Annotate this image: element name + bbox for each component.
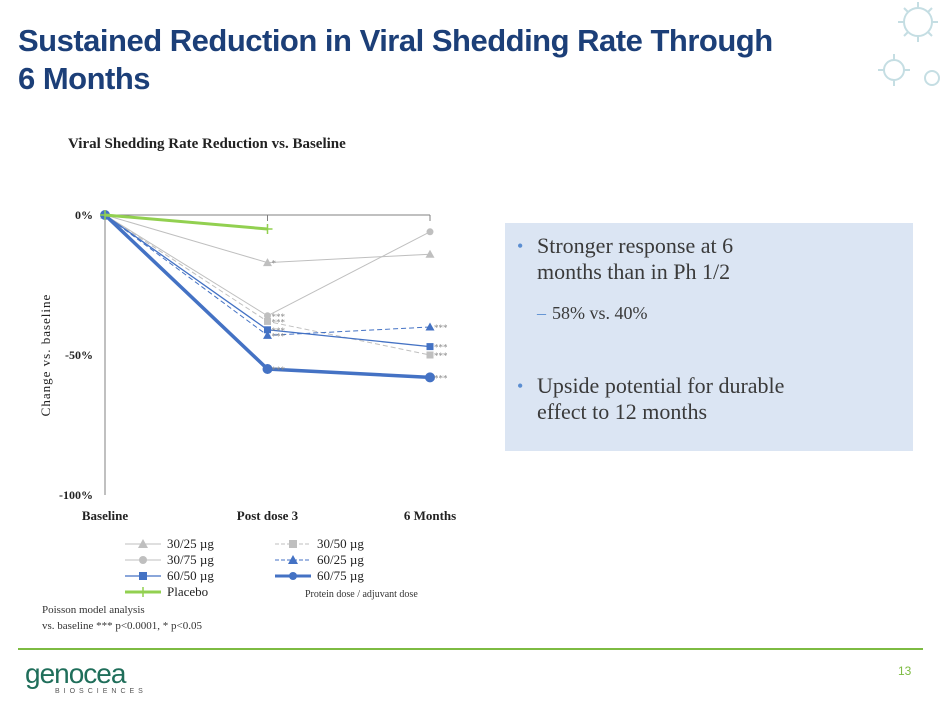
company-logo: genocea BIOSCIENCES [25,658,147,696]
legend-swatch-icon [125,556,161,564]
significance-label: * [272,259,277,269]
legend-label: 30/25 µg [167,536,214,551]
legend-swatch-icon [125,587,161,597]
significance-label: *** [272,312,286,322]
slide-title-line-2: 6 Months [18,61,151,96]
significance-label: *** [434,351,448,361]
callout-bullet-1-line-1: Stronger response at 6 [537,233,734,258]
legend-note: Protein dose / adjuvant dose [305,589,418,600]
significance-label: *** [434,323,448,333]
data-point [263,330,272,339]
y-axis-label: Change vs. baseline [38,294,53,417]
data-point [425,322,435,331]
line-chart: Baseline Post dose 3 6 Months 0% -50% -100% Ch… [38,208,456,523]
data-point [264,326,271,334]
y-tick-label: -100% [59,488,93,502]
legend-item: Placebo [125,584,208,600]
bullet-dot-icon: • [517,376,524,396]
footnote: Poisson model analysis vs. baseline *** … [42,602,202,634]
x-tick-label: Baseline [82,508,128,523]
series-line-5 [103,213,431,380]
dash-icon: – [537,303,546,323]
legend-label: 60/50 µg [167,568,214,583]
legend-item: 60/50 µg [125,568,214,584]
legend-item: 60/25 µg [275,552,364,568]
page-number: 13 [898,664,912,678]
footnote-line-2: vs. baseline *** p<0.0001, * p<0.05 [42,620,202,632]
y-tick-label: -50% [65,348,93,362]
callout-bullet-1: • Stronger response at 6 months than in … [517,233,907,285]
callout-sub-bullet: –58% vs. 40% [537,303,648,324]
data-point [425,372,435,383]
significance-label: *** [434,373,448,383]
legend-label: Placebo [167,584,209,599]
callout-bullet-2-line-2: effect to 12 months [537,399,708,424]
callout-sub-bullet-text: 58% vs. 40% [552,303,648,323]
significance-label: *** [272,365,286,375]
significance-label: *** [272,317,286,327]
legend-label: 30/75 µg [167,552,214,567]
legend-item: 60/75 µg [275,568,364,584]
data-point [100,210,110,220]
footnote-line-1: Poisson model analysis [42,604,145,616]
virus-decoration-icon [878,2,940,86]
plot-area: Baseline Post dose 3 6 Months 0% -50% -100% Ch… [38,208,456,523]
x-tick-label: 6 Months [404,508,456,523]
callout-bullet-1-line-2: months than in Ph 1/2 [537,259,731,284]
data-point [426,351,434,359]
data-point [425,249,435,258]
significance-label: *** [272,331,286,341]
significance-label: *** [272,326,286,336]
legend-swatch-icon [275,555,311,564]
data-point [263,258,272,267]
significance-label: *** [434,343,448,353]
slide-title-line-1: Sustained Reduction in Viral Shedding Ra… [18,23,773,58]
y-tick-label: 0% [75,208,93,222]
series-line-6 [104,213,268,231]
data-point [426,343,434,351]
series-line-0 [104,214,431,264]
data-point [264,317,271,325]
data-point [262,364,273,374]
legend-label: 60/75 µg [317,568,364,583]
legend-swatch-icon [275,540,311,548]
callout-bullet-2: • Upside potential for durable effect to… [517,373,907,425]
legend-item: 30/50 µg [275,536,364,552]
legend-swatch-icon [125,539,161,548]
callout-bullet-2-line-1: Upside potential for durable [537,373,785,398]
legend-label: 30/50 µg [317,536,364,551]
chart-title: Viral Shedding Rate Reduction vs. Baseli… [68,136,346,152]
legend-item: 30/75 µg [125,552,214,568]
footer-divider [18,648,923,650]
legend-swatch-icon [275,572,311,580]
callout-box: • Stronger response at 6 months than in … [505,223,913,451]
logo-subtitle: BIOSCIENCES [55,688,147,695]
legend-item: 30/25 µg [125,536,214,552]
data-point [264,312,271,320]
legend-label: 60/25 µg [317,552,364,567]
data-point [426,228,434,236]
slide-title: Sustained Reduction in Viral Shedding Ra… [18,22,858,98]
logo-wordmark: genocea [25,658,126,689]
x-tick-label: Post dose 3 [237,508,299,523]
legend-swatch-icon [125,572,161,580]
data-point [262,224,273,234]
bullet-dot-icon: • [517,236,524,256]
